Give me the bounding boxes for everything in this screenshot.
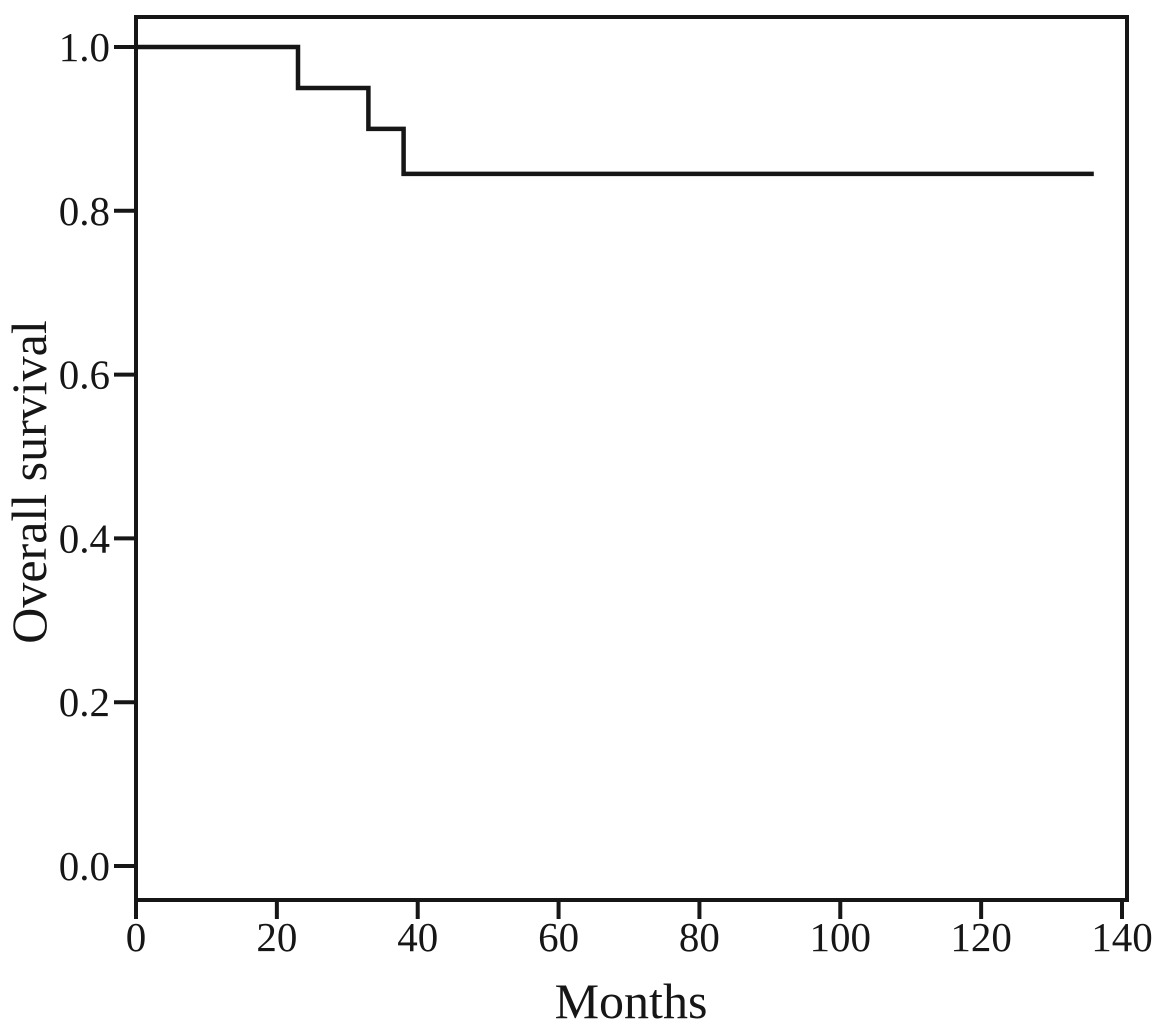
y-axis-title: Overall survival xyxy=(1,320,57,644)
x-axis-title: Months xyxy=(555,973,708,1029)
x-tick-label: 40 xyxy=(397,914,438,960)
y-tick-label: 0.6 xyxy=(59,352,110,398)
x-tick-label: 20 xyxy=(256,914,297,960)
y-tick-label: 0.8 xyxy=(59,188,110,234)
x-tick-label: 0 xyxy=(126,914,147,960)
x-tick-label: 140 xyxy=(1091,914,1153,960)
x-tick-label: 60 xyxy=(538,914,579,960)
plot-frame xyxy=(134,15,1129,902)
survival-curve xyxy=(136,44,1094,177)
y-tick-label: 0.2 xyxy=(59,679,110,725)
y-tick-label: 0.0 xyxy=(59,843,110,889)
x-tick-label: 100 xyxy=(810,914,872,960)
x-tick-label: 120 xyxy=(950,914,1012,960)
x-tick-label: 80 xyxy=(679,914,720,960)
y-tick-label: 1.0 xyxy=(59,24,110,70)
y-tick-label: 0.4 xyxy=(59,515,110,561)
